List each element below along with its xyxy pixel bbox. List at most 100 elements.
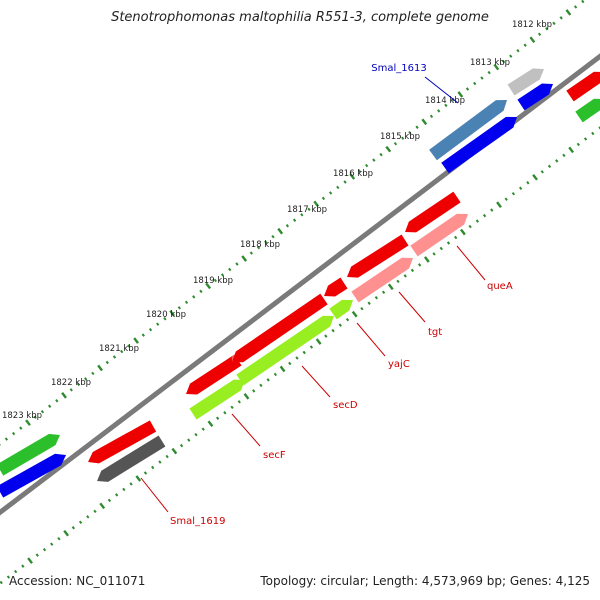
outer-tick <box>11 431 16 436</box>
inner-tick <box>302 350 306 355</box>
inner-tick <box>252 389 256 393</box>
inner-tick <box>50 542 54 546</box>
inner-tick <box>194 432 198 437</box>
outer-tick <box>336 185 340 190</box>
gene-label: queA <box>487 281 513 292</box>
tick-labels: 1812 kbp 1813 kbp 1814 kbp 1815 kbp 1816 kbp… <box>2 20 552 421</box>
outer-tick <box>156 322 160 326</box>
inner-tick <box>13 569 18 574</box>
inner-tick <box>490 208 494 212</box>
blue-gene-smal1613-body <box>441 116 518 174</box>
inner-tick <box>331 328 335 333</box>
blue-gene-left-bevel <box>0 449 67 487</box>
outer-tick <box>307 207 311 212</box>
green-gene-right-body <box>575 98 600 123</box>
outer-tick <box>343 180 347 184</box>
inner-tick <box>86 515 90 519</box>
inner-tick <box>417 263 422 267</box>
outer-tick-ring <box>0 0 585 446</box>
blue-gene-right-bevel <box>517 78 554 100</box>
outer-tick <box>235 262 239 266</box>
inner-tick <box>526 181 530 185</box>
inner-tick <box>396 279 400 284</box>
green-gene-secD <box>236 311 334 386</box>
inner-tick <box>266 378 270 382</box>
inner-tick <box>309 345 314 349</box>
inner-tick <box>446 241 451 245</box>
inner-tick <box>107 498 112 503</box>
outer-tick <box>581 0 585 4</box>
outer-tick <box>40 409 45 414</box>
inner-tick <box>187 438 191 442</box>
gene-label: Smal_1613 <box>371 63 426 74</box>
inner-tick <box>27 557 33 564</box>
inner-tick <box>215 416 220 420</box>
outer-tick <box>349 173 356 180</box>
outer-tick <box>47 404 52 408</box>
grey-gene-right-body <box>507 68 545 96</box>
inner-tick <box>151 465 155 470</box>
inner-tick <box>93 509 97 514</box>
pink-gene-tgt-bevel <box>351 252 414 292</box>
outer-tick <box>385 145 392 153</box>
outer-tick <box>205 282 212 290</box>
outer-tick <box>256 245 261 250</box>
red-gene-tgt-body <box>347 234 409 278</box>
callout-line <box>424 76 459 104</box>
inner-tick <box>165 454 169 459</box>
green-gene-left-body <box>0 433 60 476</box>
green-gene-yajC-body <box>329 299 353 320</box>
pink-gene-queA-bevel <box>410 209 469 246</box>
outer-tick <box>271 234 275 239</box>
outer-tick <box>120 349 124 354</box>
steelblue-gene-smal1613 <box>428 95 508 161</box>
inner-tick <box>315 338 322 345</box>
outer-tick <box>105 360 109 365</box>
inner-tick <box>367 301 371 305</box>
outer-tick <box>69 388 73 392</box>
tick-label: 1815 kbp <box>380 132 420 142</box>
red-gene-tgt <box>346 229 409 278</box>
inner-tick <box>223 411 227 415</box>
outer-tick <box>559 16 563 20</box>
outer-tick <box>249 251 254 255</box>
inner-tick <box>99 502 106 510</box>
inner-tick <box>42 547 47 552</box>
red-gene-secD-body <box>231 293 328 363</box>
tick-label: 1821 kbp <box>99 344 139 354</box>
outer-tick <box>545 27 549 31</box>
gene-features <box>0 63 600 498</box>
pink-gene-queA-body <box>410 213 469 257</box>
outer-tick <box>529 36 536 44</box>
red-gene-tgt-bevel <box>346 229 402 277</box>
blue-gene-left <box>0 449 67 498</box>
inner-tick <box>78 520 83 525</box>
callout-line <box>231 413 261 447</box>
outer-tick <box>4 437 9 441</box>
map-title: Stenotrophomonas maltophilia R551-3, com… <box>111 10 489 25</box>
inner-tick <box>273 372 278 377</box>
outer-tick <box>228 267 232 272</box>
green-gene-left <box>0 429 61 476</box>
outer-tick <box>220 273 225 277</box>
callout-line <box>398 291 426 323</box>
red-gene-right-body <box>566 71 600 102</box>
inner-tick <box>576 142 581 147</box>
outer-tick <box>480 76 484 80</box>
green-gene-yajC-bevel <box>328 295 353 309</box>
blue-gene-right <box>517 78 554 111</box>
tick-label: 1823 kbp <box>2 411 42 421</box>
green-gene-yajC <box>328 295 353 320</box>
green-gene-right-bevel <box>574 94 600 112</box>
outer-tick <box>192 295 196 299</box>
inner-tick <box>518 186 523 190</box>
inner-tick <box>410 268 415 273</box>
red-gene-secD-bevel <box>231 288 321 362</box>
inner-tick <box>171 447 178 455</box>
callout-line <box>356 322 386 357</box>
outer-tick <box>552 21 556 26</box>
blue-gene-left-body <box>0 453 66 498</box>
callout-line <box>456 245 486 281</box>
tick-label: 1812 kbp <box>512 20 552 30</box>
outer-tick <box>61 392 67 399</box>
